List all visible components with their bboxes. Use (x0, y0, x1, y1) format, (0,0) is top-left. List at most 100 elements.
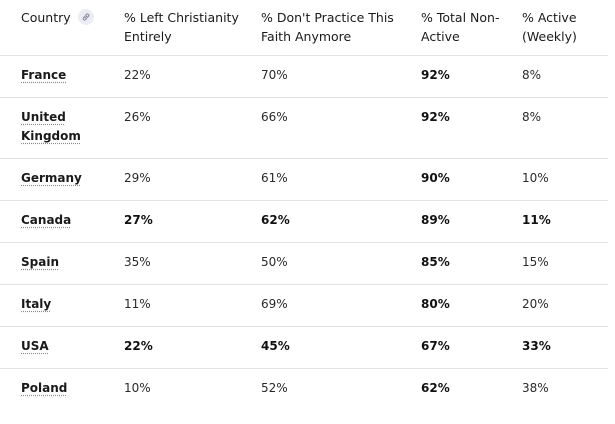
cell-left-christianity: 10% (103, 369, 240, 411)
cell-active-weekly: 15% (501, 243, 608, 285)
cell-dont-practice-value: 52% (261, 381, 288, 395)
cell-active-weekly: 10% (501, 159, 608, 201)
cell-left-christianity: 27% (103, 201, 240, 243)
cell-dont-practice-value: 66% (261, 110, 288, 124)
cell-total-non-active: 89% (400, 201, 501, 243)
cell-active-weekly-value: 38% (522, 381, 549, 395)
country-link[interactable]: Spain (21, 255, 59, 269)
cell-left-christianity: 22% (103, 56, 240, 98)
cell-active-weekly-value: 20% (522, 297, 549, 311)
cell-dont-practice: 45% (240, 327, 400, 369)
table-row: Poland 10% 52% 62% 38% (0, 369, 608, 411)
data-table-container: Country % Left Christianity Entirely (0, 0, 608, 411)
cell-left-christianity-value: 22% (124, 68, 151, 82)
cell-country: Spain (0, 243, 103, 285)
cell-country: Canada (0, 201, 103, 243)
cell-left-christianity: 29% (103, 159, 240, 201)
table-header: Country % Left Christianity Entirely (0, 0, 608, 56)
cell-total-non-active-value: 92% (421, 68, 450, 82)
cell-active-weekly-value: 33% (522, 339, 551, 353)
country-link[interactable]: France (21, 68, 67, 82)
country-link[interactable]: Germany (21, 171, 82, 185)
header-left-christianity[interactable]: % Left Christianity Entirely (103, 0, 240, 56)
header-active-weekly-label: % Active (Weekly) (522, 10, 577, 44)
cell-dont-practice: 70% (240, 56, 400, 98)
cell-dont-practice-value: 45% (261, 339, 290, 353)
cell-country: Poland (0, 369, 103, 411)
cell-country: United Kingdom (0, 98, 103, 159)
cell-dont-practice: 66% (240, 98, 400, 159)
cell-active-weekly: 8% (501, 98, 608, 159)
cell-total-non-active: 85% (400, 243, 501, 285)
header-total-non-active[interactable]: % Total Non-Active (400, 0, 501, 56)
cell-dont-practice: 61% (240, 159, 400, 201)
cell-total-non-active-value: 89% (421, 213, 450, 227)
cell-active-weekly-value: 8% (522, 68, 542, 82)
cell-active-weekly-value: 15% (522, 255, 549, 269)
cell-left-christianity-value: 10% (124, 381, 151, 395)
cell-dont-practice-value: 69% (261, 297, 288, 311)
cell-total-non-active-value: 90% (421, 171, 450, 185)
cell-total-non-active: 62% (400, 369, 501, 411)
table-row: France 22% 70% 92% 8% (0, 56, 608, 98)
header-active-weekly[interactable]: % Active (Weekly) (501, 0, 608, 56)
cell-left-christianity-value: 27% (124, 213, 153, 227)
cell-total-non-active-value: 92% (421, 110, 450, 124)
cell-left-christianity-value: 29% (124, 171, 151, 185)
country-link[interactable]: Canada (21, 213, 72, 227)
cell-active-weekly: 11% (501, 201, 608, 243)
country-link[interactable]: USA (21, 339, 49, 353)
cell-dont-practice-value: 70% (261, 68, 288, 82)
cell-country: France (0, 56, 103, 98)
cell-active-weekly: 20% (501, 285, 608, 327)
cell-left-christianity-value: 35% (124, 255, 151, 269)
cell-country: Germany (0, 159, 103, 201)
cell-country: USA (0, 327, 103, 369)
cell-active-weekly-value: 8% (522, 110, 542, 124)
header-country-label: Country (21, 10, 71, 25)
cell-total-non-active: 90% (400, 159, 501, 201)
religion-stats-table: Country % Left Christianity Entirely (0, 0, 608, 411)
cell-left-christianity: 35% (103, 243, 240, 285)
cell-left-christianity-value: 26% (124, 110, 151, 124)
cell-dont-practice-value: 61% (261, 171, 288, 185)
cell-active-weekly: 33% (501, 327, 608, 369)
link-icon[interactable] (77, 9, 94, 25)
cell-active-weekly: 8% (501, 56, 608, 98)
cell-total-non-active: 67% (400, 327, 501, 369)
header-dont-practice-label: % Don't Practice This Faith Anymore (261, 10, 394, 44)
header-row: Country % Left Christianity Entirely (0, 0, 608, 56)
header-total-non-active-label: % Total Non-Active (421, 10, 500, 44)
cell-total-non-active: 92% (400, 56, 501, 98)
cell-left-christianity: 26% (103, 98, 240, 159)
cell-total-non-active-value: 62% (421, 381, 450, 395)
cell-total-non-active: 92% (400, 98, 501, 159)
cell-total-non-active: 80% (400, 285, 501, 327)
cell-left-christianity: 22% (103, 327, 240, 369)
cell-dont-practice: 50% (240, 243, 400, 285)
cell-total-non-active-value: 85% (421, 255, 450, 269)
cell-left-christianity: 11% (103, 285, 240, 327)
header-dont-practice[interactable]: % Don't Practice This Faith Anymore (240, 0, 400, 56)
cell-dont-practice: 69% (240, 285, 400, 327)
cell-active-weekly-value: 10% (522, 171, 549, 185)
cell-country: Italy (0, 285, 103, 327)
cell-dont-practice: 62% (240, 201, 400, 243)
cell-dont-practice-value: 50% (261, 255, 288, 269)
table-row: Spain 35% 50% 85% 15% (0, 243, 608, 285)
cell-dont-practice-value: 62% (261, 213, 290, 227)
country-link[interactable]: Poland (21, 381, 68, 395)
table-row: Canada 27% 62% 89% 11% (0, 201, 608, 243)
country-link[interactable]: United Kingdom (21, 110, 81, 143)
table-row: USA 22% 45% 67% 33% (0, 327, 608, 369)
table-body: France 22% 70% 92% 8% United Kingdom 26% 66% 92%… (0, 56, 608, 411)
cell-left-christianity-value: 11% (124, 297, 151, 311)
cell-dont-practice: 52% (240, 369, 400, 411)
cell-total-non-active-value: 80% (421, 297, 450, 311)
cell-total-non-active-value: 67% (421, 339, 450, 353)
header-country[interactable]: Country (0, 0, 103, 56)
table-row: Germany 29% 61% 90% 10% (0, 159, 608, 201)
table-row: United Kingdom 26% 66% 92% 8% (0, 98, 608, 159)
country-link[interactable]: Italy (21, 297, 52, 311)
table-row: Italy 11% 69% 80% 20% (0, 285, 608, 327)
